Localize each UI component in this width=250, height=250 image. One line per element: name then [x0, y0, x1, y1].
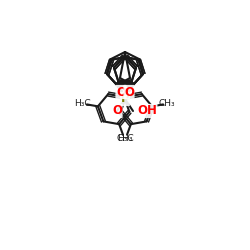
- Text: H₃C: H₃C: [74, 99, 91, 108]
- Text: CH₃: CH₃: [116, 134, 133, 143]
- Text: O: O: [112, 104, 122, 118]
- Text: H₃C: H₃C: [117, 134, 134, 143]
- Text: O: O: [124, 86, 134, 98]
- Text: CH₃: CH₃: [159, 99, 176, 108]
- Text: O: O: [116, 86, 126, 98]
- Text: OH: OH: [137, 104, 157, 118]
- Text: P: P: [121, 92, 129, 106]
